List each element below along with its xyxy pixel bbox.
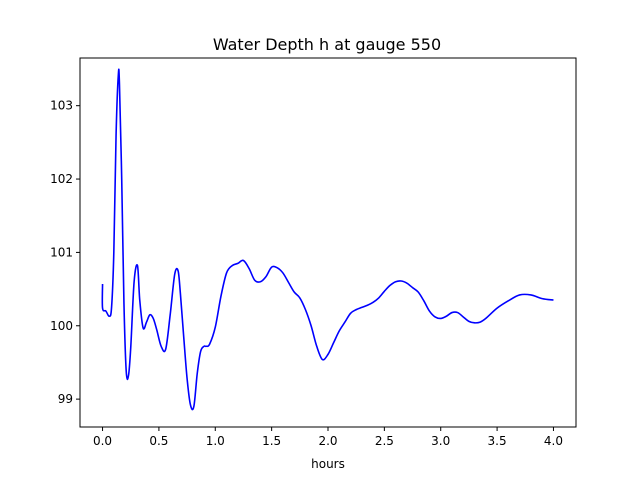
x-tick-label: 0.0 <box>93 434 112 448</box>
plot-area <box>101 68 554 411</box>
x-tick-label: 0.5 <box>149 434 168 448</box>
chart-title: Water Depth h at gauge 550 <box>213 35 441 54</box>
plot-frame <box>79 57 577 428</box>
y-axis: 99 100 101 102 103 <box>50 99 80 406</box>
x-tick-label: 4.0 <box>544 434 563 448</box>
y-tick-label: 99 <box>58 392 73 406</box>
x-axis-label: hours <box>311 457 345 471</box>
x-tick-label: 1.0 <box>206 434 225 448</box>
x-tick-label: 2.0 <box>318 434 337 448</box>
x-tick-label: 1.5 <box>262 434 281 448</box>
y-tick-label: 103 <box>50 99 73 113</box>
y-tick-label: 102 <box>50 172 73 186</box>
y-tick-label: 101 <box>50 245 73 259</box>
x-tick-label: 3.5 <box>488 434 507 448</box>
x-tick-label: 3.0 <box>431 434 450 448</box>
x-axis: 0.0 0.5 1.0 1.5 2.0 2.5 3.0 3.5 4.0 <box>93 427 563 448</box>
x-tick-label: 2.5 <box>375 434 394 448</box>
y-tick-label: 100 <box>50 319 73 333</box>
series-line-0 <box>101 68 554 411</box>
